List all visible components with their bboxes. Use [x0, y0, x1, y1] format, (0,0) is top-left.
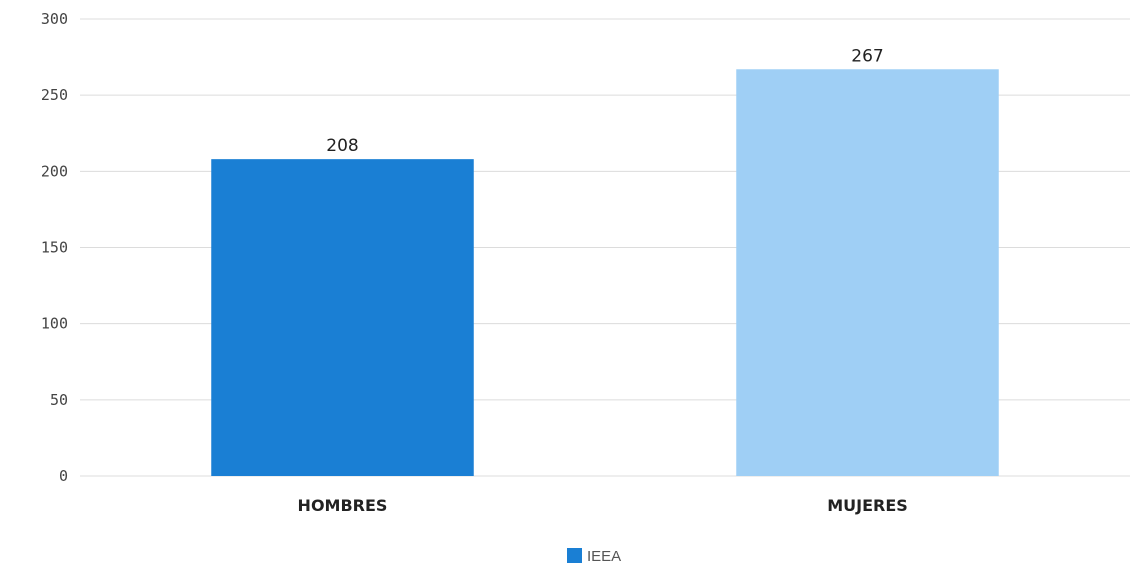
bars [211, 69, 999, 477]
y-tick-label: 50 [50, 391, 68, 409]
x-category-label: HOMBRES [298, 496, 388, 515]
legend-label: IEEA [587, 548, 621, 565]
bar-mujeres [736, 69, 999, 477]
y-tick-label: 0 [59, 467, 68, 485]
x-category-label: MUJERES [827, 496, 908, 515]
data-label: 267 [851, 46, 883, 66]
legend: IEEA [567, 548, 621, 565]
y-tick-label: 250 [41, 86, 68, 104]
legend-swatch [567, 548, 582, 563]
y-tick-label: 200 [41, 162, 68, 180]
y-tick-label: 150 [41, 239, 68, 257]
y-axis-ticks: 0 50 100 150 200 250 300 [41, 10, 68, 485]
bar-hombres [211, 159, 474, 476]
data-labels: 208 267 [326, 46, 883, 156]
y-tick-label: 300 [41, 10, 68, 28]
data-label: 208 [326, 136, 358, 156]
y-tick-label: 100 [41, 315, 68, 333]
category-labels: HOMBRES MUJERES [298, 496, 908, 515]
